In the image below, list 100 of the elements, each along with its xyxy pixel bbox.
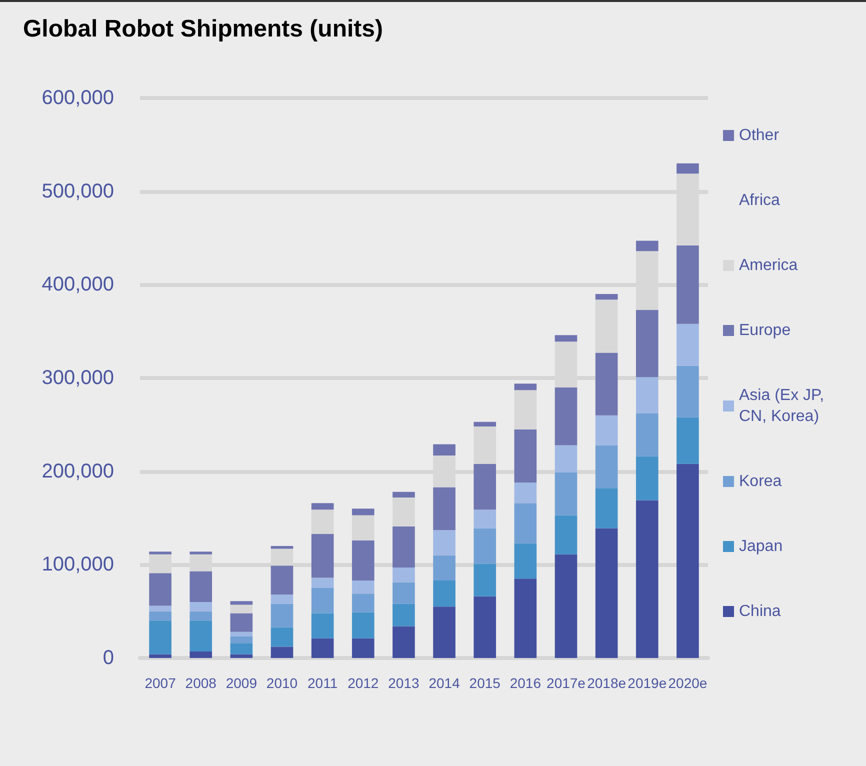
- bar: [270, 646, 294, 658]
- x-tick-label: 2010: [266, 675, 298, 691]
- bar: [352, 580, 374, 594]
- bar: [595, 352, 618, 416]
- bar: [474, 426, 496, 464]
- bar: [474, 596, 496, 658]
- x-tick-label: 2009: [226, 675, 258, 691]
- bar: [270, 546, 294, 549]
- legend-label: Korea: [739, 473, 782, 490]
- bar: [230, 613, 253, 632]
- bar: [433, 444, 456, 456]
- bar: [149, 552, 172, 554]
- chart-title: Global Robot Shipments (units): [23, 16, 383, 42]
- bar: [311, 510, 334, 534]
- bar: [270, 566, 294, 595]
- x-tick-label: 2015: [469, 675, 501, 691]
- bar: [190, 611, 212, 621]
- bar: [392, 497, 415, 526]
- bar: [230, 643, 253, 654]
- y-tick-label: 500,000: [42, 180, 114, 202]
- bar: [433, 606, 456, 658]
- bar: [230, 636, 253, 644]
- bar: [433, 580, 456, 607]
- bar: [352, 594, 374, 612]
- bar: [676, 245, 699, 324]
- bar: [554, 445, 578, 472]
- bar: [474, 422, 496, 427]
- y-tick-label: 0: [102, 647, 114, 669]
- bar: [514, 390, 537, 430]
- bar: [433, 530, 456, 556]
- x-tick-label: 2018e: [587, 675, 626, 691]
- x-tick-label: 2011: [308, 675, 338, 691]
- bar: [311, 578, 334, 588]
- bar: [190, 602, 212, 612]
- bar: [676, 417, 699, 464]
- bar: [595, 528, 618, 658]
- bar: [392, 582, 415, 604]
- bar: [352, 638, 374, 658]
- bar: [149, 654, 172, 658]
- bar: [190, 571, 212, 602]
- bar: [514, 578, 537, 658]
- bar: [474, 510, 496, 528]
- bar: [595, 415, 618, 446]
- legend-label: America: [739, 257, 798, 274]
- bar: [676, 324, 699, 366]
- bar: [311, 638, 334, 658]
- bar: [149, 620, 172, 654]
- y-tick-label: 100,000: [42, 554, 114, 576]
- legend-label: China: [739, 603, 781, 620]
- bar: [514, 503, 537, 544]
- bar: [636, 413, 658, 456]
- bar: [554, 554, 578, 658]
- x-tick-label: 2016: [510, 675, 542, 691]
- y-tick-label: 600,000: [42, 87, 114, 109]
- bar: [352, 612, 374, 638]
- bar: [676, 464, 699, 658]
- bar: [270, 594, 294, 604]
- x-tick-label: 2007: [144, 675, 176, 691]
- legend-label: Europe: [739, 322, 791, 339]
- bar: [595, 300, 618, 353]
- bar: [554, 515, 578, 554]
- legend-label: Other: [739, 127, 780, 144]
- bar: [149, 611, 172, 621]
- y-tick-label: 300,000: [42, 367, 114, 389]
- bar: [636, 240, 658, 252]
- bar: [190, 552, 212, 554]
- bar: [311, 613, 334, 638]
- bar: [595, 294, 618, 300]
- bar: [636, 456, 658, 500]
- bar: [595, 488, 618, 528]
- bar: [595, 445, 618, 488]
- bar: [636, 500, 658, 658]
- bar: [474, 464, 496, 510]
- bar: [474, 564, 496, 596]
- y-tick-label: 200,000: [42, 460, 114, 482]
- bar: [514, 384, 537, 390]
- bar: [270, 604, 294, 628]
- bar: [514, 429, 537, 483]
- bar: [392, 626, 415, 658]
- bar: [230, 601, 253, 605]
- bar: [433, 487, 456, 530]
- bar: [433, 555, 456, 581]
- bar: [149, 573, 172, 606]
- x-tick-label: 2019e: [628, 675, 667, 691]
- bar: [474, 528, 496, 564]
- bar: [352, 508, 374, 516]
- bar: [392, 492, 415, 498]
- x-tick-label: 2008: [185, 675, 217, 691]
- x-tick-label: 2017e: [546, 675, 586, 691]
- bar: [392, 567, 415, 582]
- legend-label: Japan: [739, 538, 783, 555]
- bar: [636, 310, 658, 378]
- bar: [311, 588, 334, 614]
- bar: [311, 503, 334, 510]
- y-tick-label: 400,000: [42, 274, 114, 296]
- bar: [311, 534, 334, 578]
- x-tick-label: 2012: [348, 675, 379, 691]
- bar: [392, 526, 415, 568]
- bar: [190, 651, 212, 658]
- x-tick-label: 2014: [428, 675, 460, 691]
